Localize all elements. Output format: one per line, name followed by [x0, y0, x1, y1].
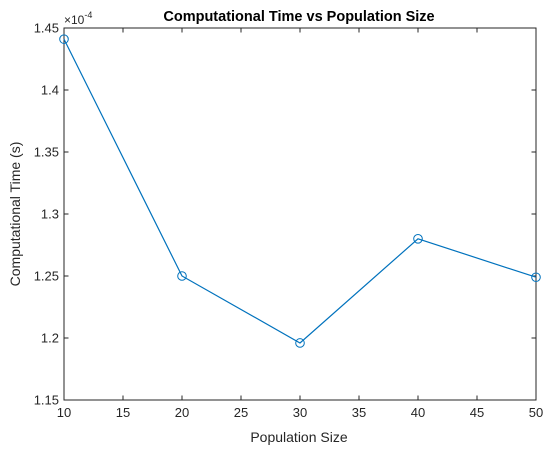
y-tick-label: 1.15: [34, 393, 59, 408]
x-tick-label: 15: [116, 405, 130, 420]
x-axis-label: Population Size: [250, 429, 348, 445]
series-layer: [59, 34, 541, 348]
y-tick-label: 1.2: [41, 331, 59, 346]
data-point-marker: [531, 272, 541, 283]
plot-area: [63, 27, 537, 401]
y-axis-label: Computational Time (s): [7, 142, 23, 287]
x-axis-ticks: 10 15 20 25 30 35 40 45 50: [57, 28, 543, 420]
x-tick-label: 20: [175, 405, 189, 420]
x-tick-label: 25: [234, 405, 248, 420]
y-tick-label: 1.3: [41, 207, 59, 222]
x-tick-label: 40: [411, 405, 425, 420]
data-point-marker: [413, 234, 423, 244]
series-line: [63, 38, 537, 344]
y-exponent-label: ×10-4: [64, 10, 92, 27]
x-tick-label: 30: [293, 405, 307, 420]
x-tick-label: 50: [529, 405, 543, 420]
data-point-marker: [59, 34, 69, 44]
y-tick-label: 1.45: [34, 21, 59, 36]
data-point-marker: [177, 271, 187, 281]
x-tick-label: 35: [352, 405, 366, 420]
data-point-marker: [295, 338, 305, 348]
y-tick-label: 1.35: [34, 145, 59, 160]
y-tick-label: 1.4: [41, 83, 59, 98]
y-axis-ticks: 1.15 1.2 1.25 1.3 1.35 1.4 1.45: [34, 21, 536, 408]
chart-title: Computational Time vs Population Size: [163, 9, 434, 25]
y-tick-label: 1.25: [34, 269, 59, 284]
x-tick-label: 10: [57, 405, 71, 420]
x-tick-label: 45: [470, 405, 484, 420]
